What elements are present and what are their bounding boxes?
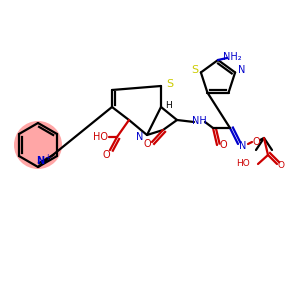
Text: O: O (252, 137, 260, 147)
Text: N: N (238, 65, 246, 75)
Text: O: O (102, 150, 110, 160)
Text: N: N (239, 141, 247, 151)
Text: S: S (167, 79, 174, 89)
Text: NH₂: NH₂ (223, 52, 241, 62)
Text: H: H (166, 100, 172, 109)
Text: +: + (44, 154, 50, 163)
Text: HO: HO (93, 132, 108, 142)
Text: N: N (36, 156, 44, 166)
Text: O: O (219, 140, 227, 150)
Text: NH: NH (192, 116, 206, 126)
Circle shape (14, 121, 62, 169)
Text: O: O (143, 139, 151, 149)
Text: S: S (191, 65, 198, 75)
Text: HO: HO (236, 160, 250, 169)
Text: O: O (278, 161, 284, 170)
Text: N: N (136, 132, 144, 142)
